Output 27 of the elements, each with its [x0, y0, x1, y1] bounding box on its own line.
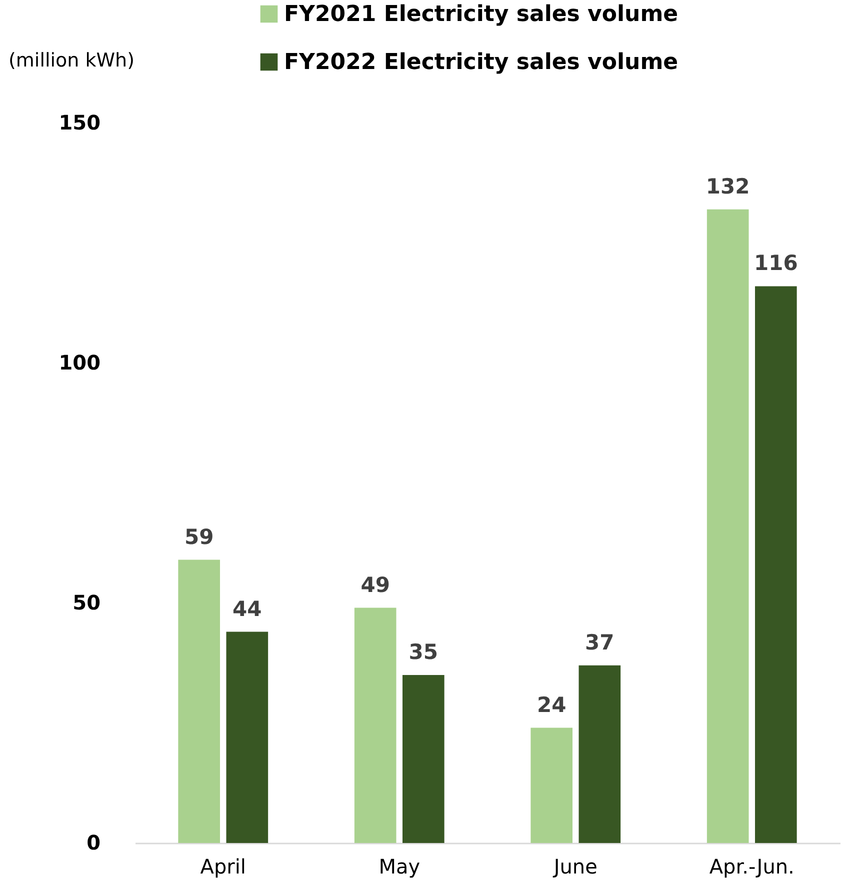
bar	[354, 608, 396, 843]
data-label: 24	[536, 692, 566, 717]
bar	[755, 286, 797, 843]
legend-label: FY2022 Electricity sales volume	[284, 50, 678, 75]
bar	[706, 209, 749, 843]
data-label: 37	[585, 630, 614, 654]
y-axis-title: (million kWh)	[8, 50, 134, 72]
y-tick-label: 100	[58, 350, 100, 374]
x-tick-label: May	[378, 854, 420, 878]
bar	[178, 560, 220, 843]
bar	[226, 632, 268, 843]
x-tick-label: Apr.-Jun.	[709, 854, 794, 878]
y-tick-label: 0	[86, 830, 100, 854]
data-label: 59	[184, 524, 214, 549]
legend-label: FY2021 Electricity sales volume	[284, 2, 678, 27]
bar	[530, 728, 572, 843]
y-tick-label: 150	[58, 110, 100, 134]
x-tick-label: April	[200, 854, 246, 878]
bar	[578, 665, 621, 843]
data-label: 49	[360, 572, 390, 597]
y-tick-label: 50	[72, 590, 100, 614]
data-label: 35	[408, 640, 438, 664]
bar	[402, 675, 444, 843]
x-tick-label: June	[552, 854, 598, 878]
data-label: 116	[754, 251, 798, 276]
data-label: 44	[232, 596, 262, 621]
data-label: 132	[706, 174, 750, 198]
